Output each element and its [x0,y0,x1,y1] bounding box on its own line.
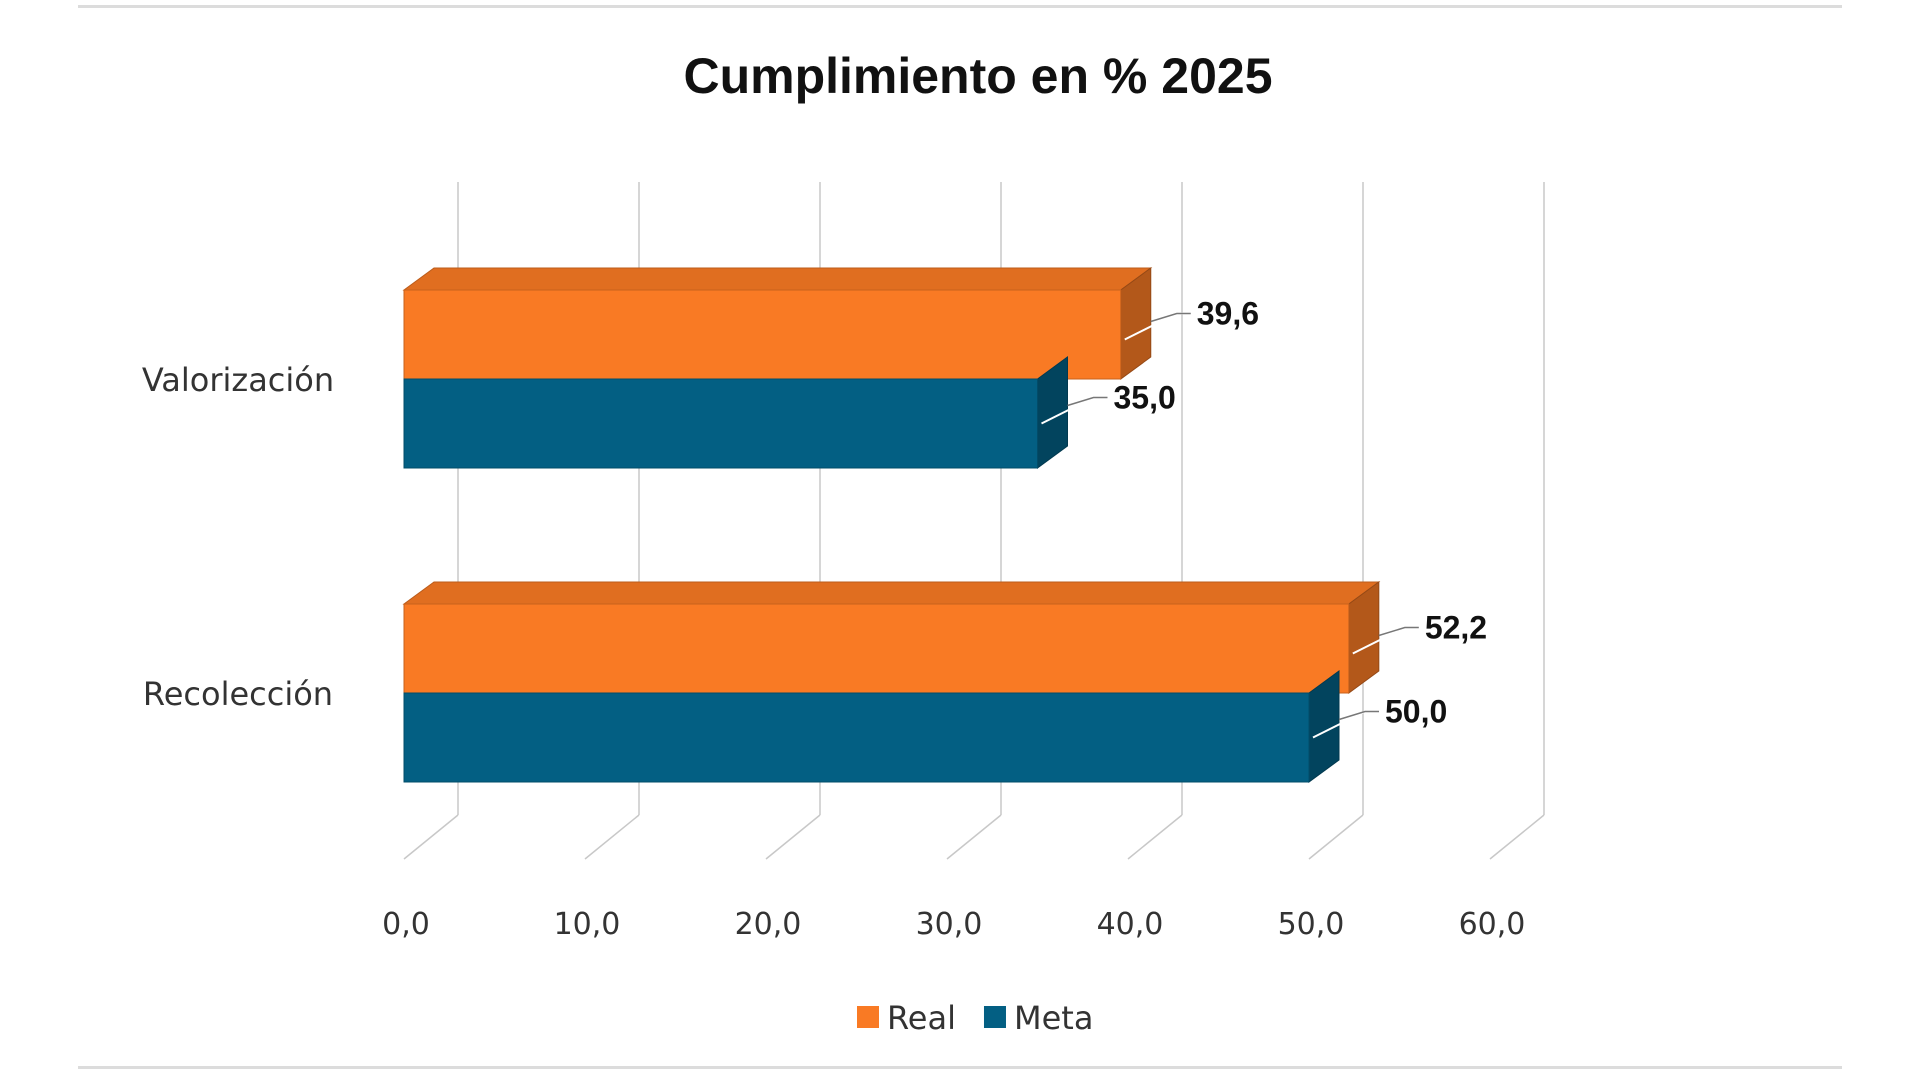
bar-top-face [402,267,1153,291]
gridline-floor [765,814,821,860]
data-label: 50,0 [1385,694,1447,730]
bar-real [403,289,1122,380]
labels: 0,0 10,0 20,0 30,0 40,0 50,0 60,0 Valorización R… [142,296,1526,943]
legend: Real Meta [857,999,1093,1037]
x-tick-label: 50,0 [1278,907,1345,942]
gridline-floor [584,814,640,860]
x-tick-label: 0,0 [382,907,430,942]
leader-line-outer [1150,312,1191,323]
bar-top-face [402,581,1381,605]
x-tick-label: 30,0 [916,907,983,942]
bars [402,267,1381,783]
gridline-floor [946,814,1002,860]
leader-line-outer [1338,710,1379,721]
chart-title: Cumplimiento en % 2025 [683,48,1272,104]
gridline-floor [1489,814,1545,860]
legend-label: Real [887,999,956,1037]
top-divider [78,5,1842,8]
bar-meta [403,692,1310,783]
data-label: 35,0 [1114,380,1176,416]
category-label: Valorización [142,361,334,399]
leader-line-outer [1378,626,1419,637]
leader-line-outer [1067,396,1108,407]
gridline-floor [1127,814,1183,860]
data-label: 39,6 [1197,296,1259,332]
data-label: 52,2 [1425,610,1487,646]
legend-swatch [983,1006,1006,1028]
legend-label: Meta [1014,999,1093,1037]
bar-real [403,603,1350,694]
gridline-floor [1308,814,1364,860]
x-tick-label: 60,0 [1459,907,1526,942]
x-tick-label: 10,0 [554,907,621,942]
x-tick-label: 40,0 [1097,907,1164,942]
category-label: Recolección [143,675,333,713]
gridline-floor [403,814,459,860]
x-tick-label: 20,0 [735,907,802,942]
bar-meta [403,378,1038,469]
legend-swatch [857,1006,879,1028]
